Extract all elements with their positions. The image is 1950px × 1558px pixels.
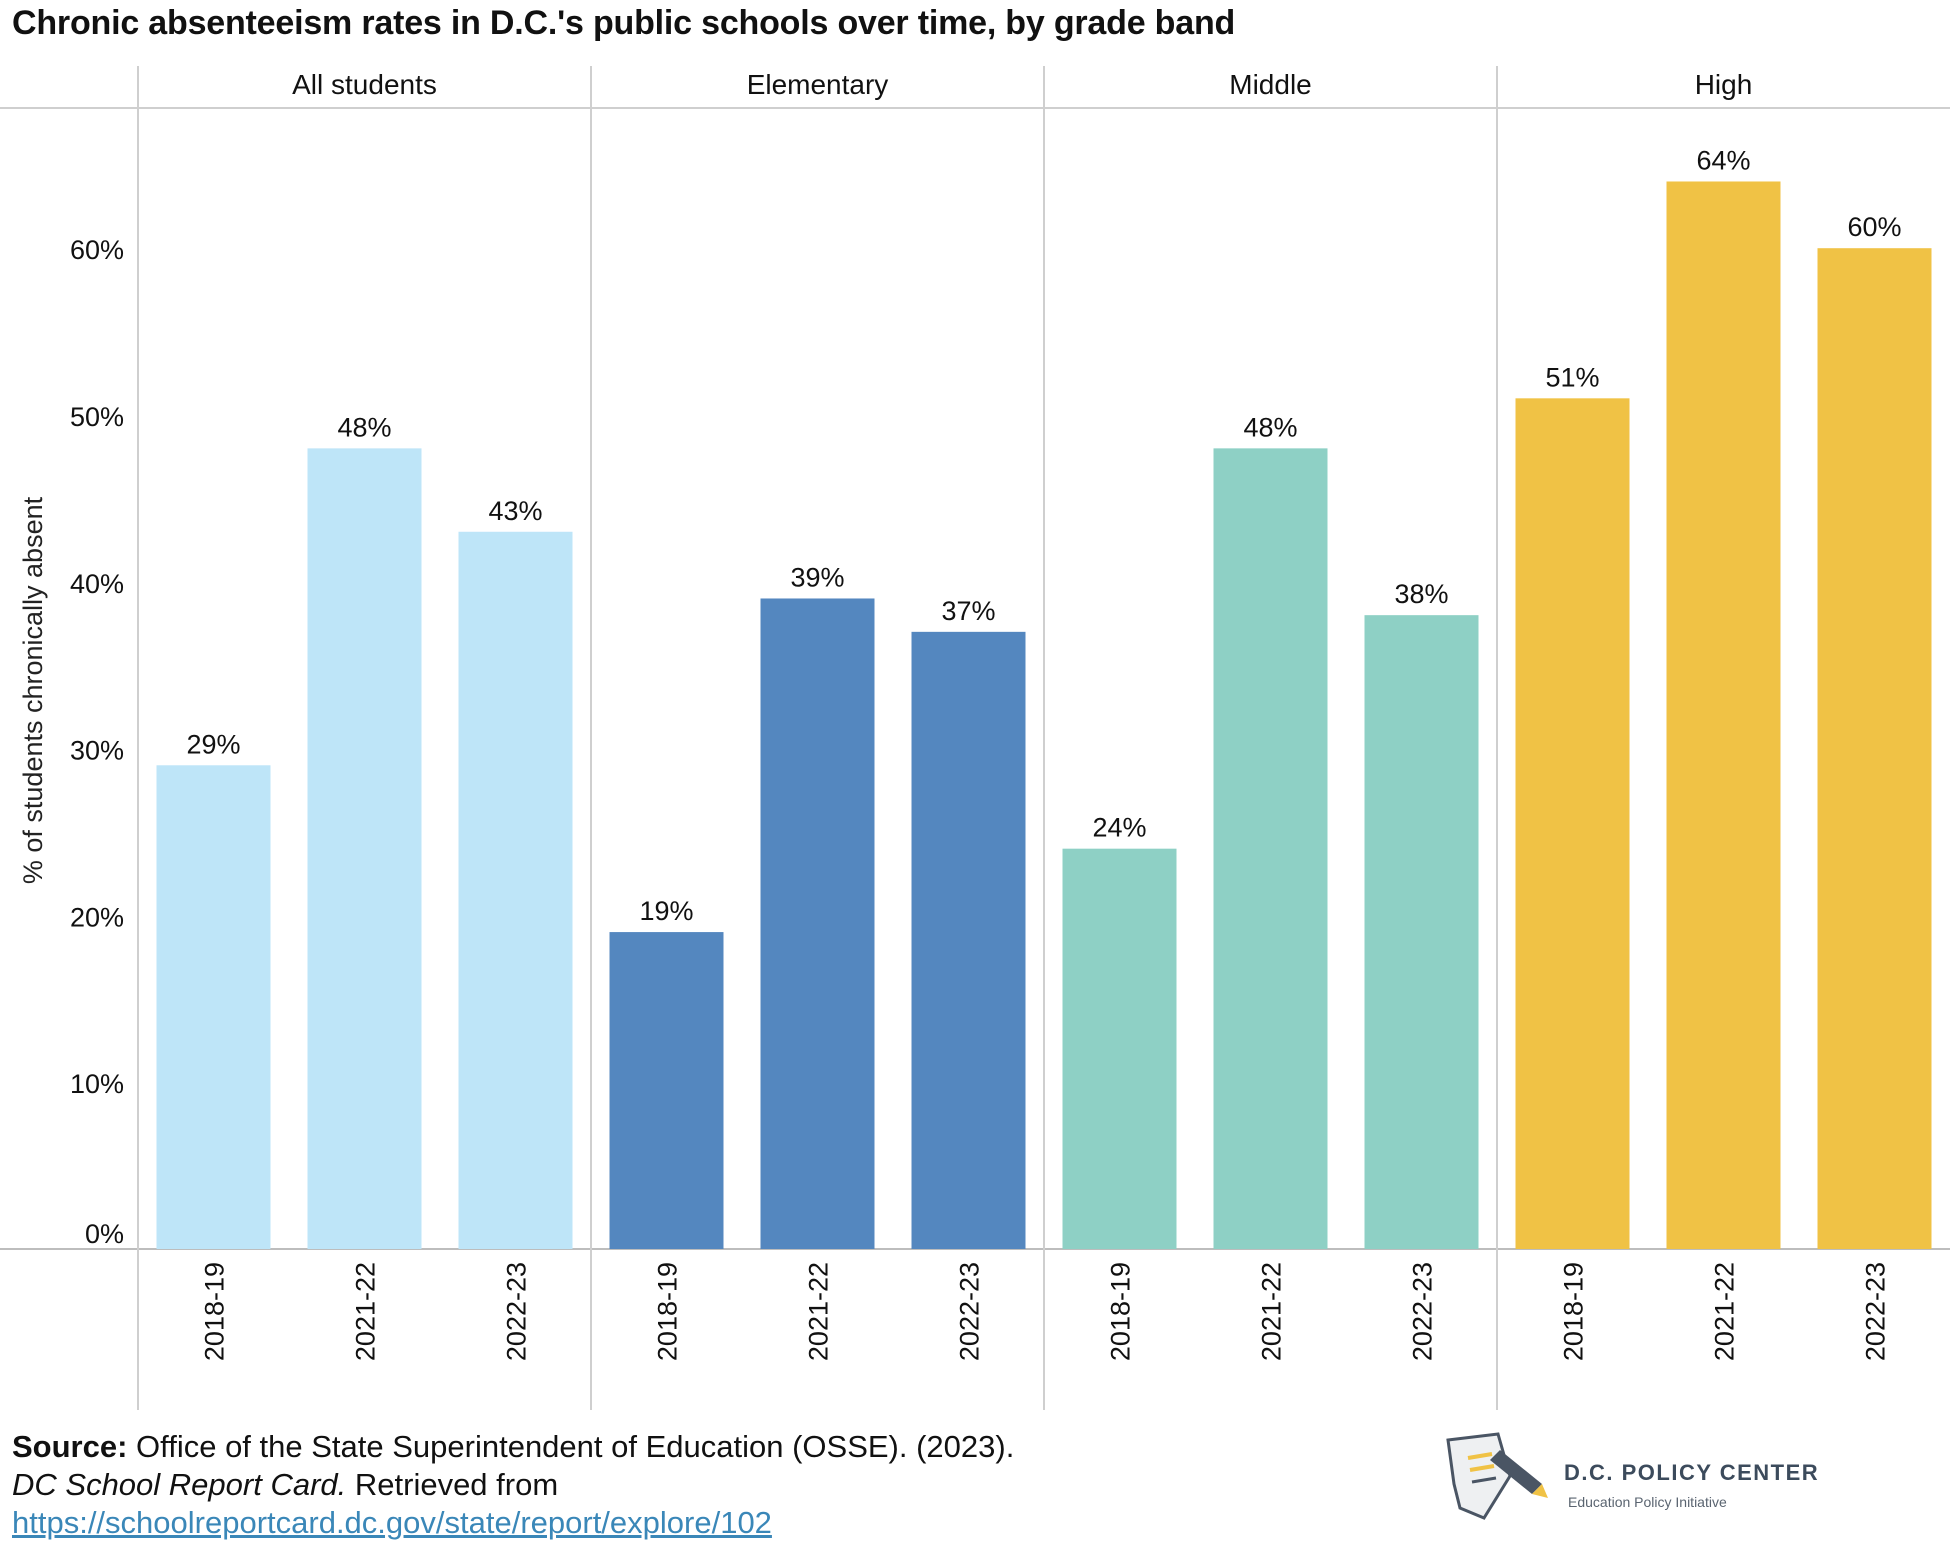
dc-policy-center-logo: D.C. POLICY CENTER Education Policy Init…	[1440, 1432, 1818, 1522]
bar-chart: 0% 10% 20% 30% 40% 50% 60% % of students chroni…	[0, 66, 1950, 1410]
data-label: 43%	[488, 496, 542, 526]
x-tick-label: 2021-22	[1257, 1262, 1287, 1361]
data-label: 48%	[337, 412, 391, 442]
panel-header-label: Elementary	[747, 69, 889, 100]
x-tick-label: 2018-19	[1106, 1262, 1136, 1361]
panel-high: High 51% 2018-19 64% 2021-22 60% 2022-23	[1496, 66, 1932, 1410]
source-note: Source: Office of the State Superintende…	[12, 1428, 1014, 1542]
x-tick-label: 2021-22	[351, 1262, 381, 1361]
chart-title: Chronic absenteeism rates in D.C.'s publ…	[12, 4, 1236, 42]
panel-middle: Middle 24% 2018-19 48% 2021-22 38% 2022-23	[1043, 66, 1479, 1410]
y-axis-label: % of students chronically absent	[18, 496, 48, 884]
x-tick-label: 2018-19	[653, 1262, 683, 1361]
bar	[307, 448, 422, 1249]
data-label: 51%	[1545, 362, 1599, 392]
source-publication: DC School Report Card.	[12, 1467, 347, 1502]
source-retrieved: Retrieved from	[354, 1467, 559, 1502]
x-tick-label: 2022-23	[955, 1262, 985, 1361]
x-tick-label: 2018-19	[1559, 1262, 1589, 1361]
source-label: Source:	[12, 1429, 128, 1464]
y-axis: 0% 10% 20% 30% 40% 50% 60% % of students chroni…	[18, 235, 124, 1249]
source-text: Office of the State Superintendent of Ed…	[136, 1429, 1015, 1464]
data-label: 38%	[1394, 579, 1448, 609]
y-tick-label: 0%	[85, 1219, 124, 1249]
x-tick-label: 2022-23	[1408, 1262, 1438, 1361]
data-label: 37%	[941, 596, 995, 626]
panel-header-label: High	[1695, 69, 1753, 100]
dc-map-pencil-icon	[1446, 1432, 1548, 1520]
bar	[156, 765, 271, 1249]
y-tick-label: 20%	[70, 902, 124, 932]
y-tick-label: 50%	[70, 402, 124, 432]
bar	[1364, 615, 1479, 1249]
bar	[911, 631, 1026, 1249]
source-line-2: DC School Report Card. Retrieved from	[12, 1466, 1014, 1504]
y-tick-label: 10%	[70, 1069, 124, 1099]
source-line-3: https://schoolreportcard.dc.gov/state/re…	[12, 1504, 1014, 1542]
logo-subtitle: Education Policy Initiative	[1568, 1494, 1727, 1510]
bar	[1666, 181, 1781, 1250]
bar	[1817, 248, 1932, 1249]
bar	[1213, 448, 1328, 1249]
bar	[1515, 398, 1630, 1249]
panel-elementary: Elementary 19% 2018-19 39% 2021-22 37% 2022-23	[590, 66, 1026, 1410]
x-tick-label: 2021-22	[1710, 1262, 1740, 1361]
bar	[760, 598, 875, 1249]
data-label: 48%	[1243, 412, 1297, 442]
data-label: 64%	[1696, 145, 1750, 175]
panel-header-label: Middle	[1229, 69, 1311, 100]
bar	[1062, 848, 1177, 1249]
data-label: 39%	[790, 562, 844, 592]
x-tick-label: 2022-23	[502, 1262, 532, 1361]
x-tick-label: 2021-22	[804, 1262, 834, 1361]
y-tick-label: 30%	[70, 736, 124, 766]
x-tick-label: 2022-23	[1861, 1262, 1891, 1361]
bar	[609, 932, 724, 1249]
panel-header-label: All students	[292, 69, 437, 100]
data-label: 29%	[186, 729, 240, 759]
data-label: 24%	[1092, 813, 1146, 843]
chart-panels: All students 29% 2018-19 48% 2021-22 43% 2022-…	[137, 66, 1932, 1410]
logo-org-name: D.C. POLICY CENTER	[1564, 1460, 1820, 1485]
data-label: 60%	[1847, 212, 1901, 242]
x-tick-label: 2018-19	[200, 1262, 230, 1361]
y-tick-label: 40%	[70, 569, 124, 599]
y-tick-label: 60%	[70, 235, 124, 265]
data-label: 19%	[639, 896, 693, 926]
bar	[458, 531, 573, 1249]
source-link[interactable]: https://schoolreportcard.dc.gov/state/re…	[12, 1505, 772, 1540]
panel-all-students: All students 29% 2018-19 48% 2021-22 43% 2022-…	[137, 66, 573, 1410]
source-line-1: Source: Office of the State Superintende…	[12, 1428, 1014, 1466]
